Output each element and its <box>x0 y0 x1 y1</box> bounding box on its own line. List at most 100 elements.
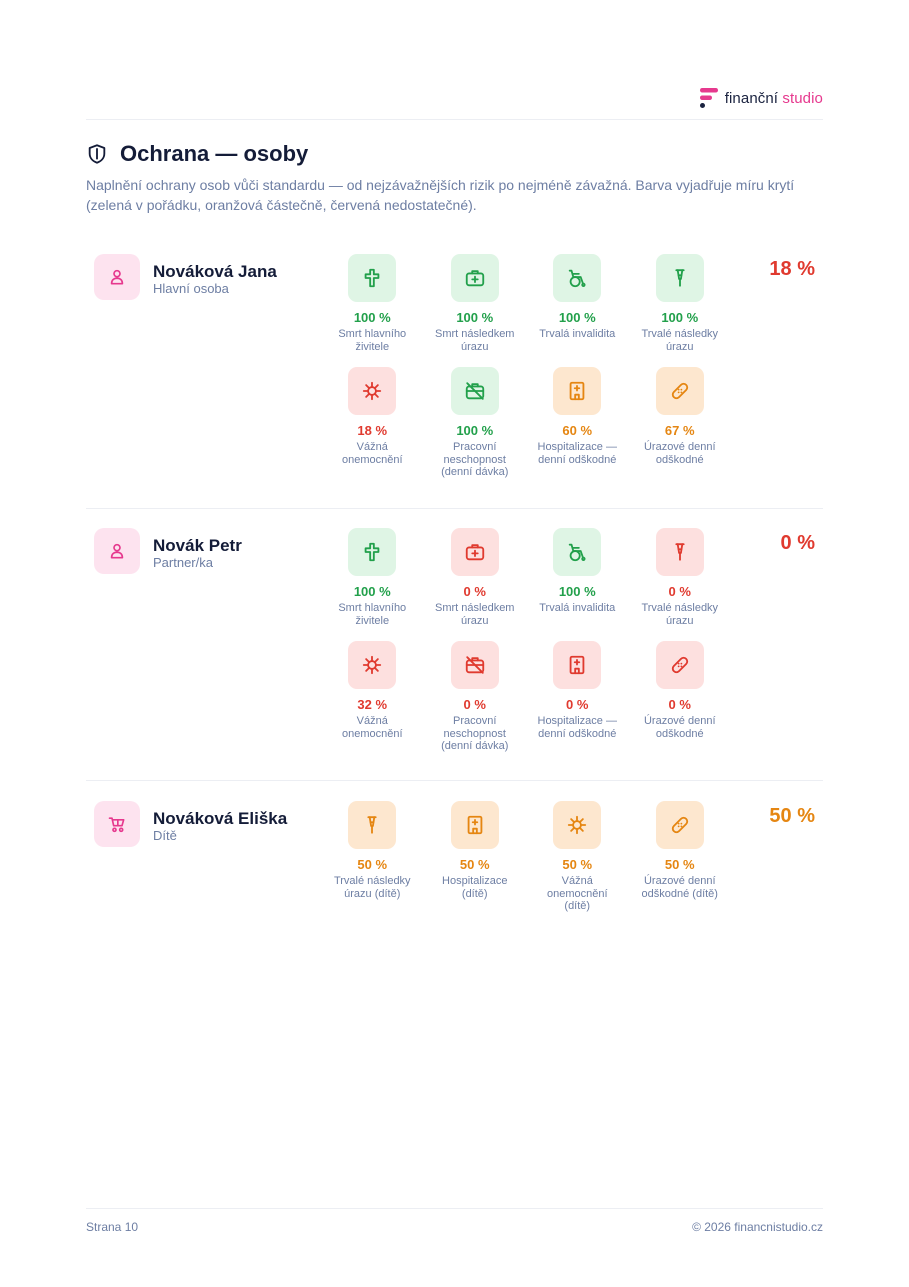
coverage-item: 100 % Smrt hlavního živitele <box>321 254 424 353</box>
person-card: Novák Petr Partner/ka 0 % 100 % Smrt hlavníh… <box>86 528 823 781</box>
bandage-icon <box>655 801 704 849</box>
person-role: Dítě <box>153 828 177 843</box>
coverage-label: Trvalá invalidita <box>539 328 616 340</box>
coverage-item: 0 % Trvalé následky úrazu <box>629 528 732 627</box>
coverage-label: Pracovní neschopnost (denní dávka) <box>441 715 509 752</box>
first-aid-kit-icon <box>450 254 499 302</box>
coverage-label: Úrazové denní odškodné <box>643 715 716 740</box>
coverage-grid: 50 % Trvalé následky úrazu (dítě) 50 % Hosp… <box>321 801 731 913</box>
coverage-label: Smrt následkem úrazu <box>435 602 515 627</box>
hospital-icon <box>450 801 499 849</box>
coverage-percent: 0 % <box>668 584 691 599</box>
coverage-percent: 0 % <box>463 584 486 599</box>
virus-icon <box>348 367 397 415</box>
hospital-icon <box>553 641 602 689</box>
coverage-label: Hospitalizace — denní odškodné <box>537 715 617 740</box>
coverage-item: 100 % Smrt hlavního živitele <box>321 528 424 627</box>
page-subtitle: Naplnění ochrany osob vůči standardu — o… <box>86 177 795 213</box>
coverage-grid: 100 % Smrt hlavního živitele 0 % Smrt násle… <box>321 528 731 753</box>
crutch-icon <box>655 254 704 302</box>
coverage-item: 0 % Úrazové denní odškodné <box>629 641 732 753</box>
coverage-label: Trvalá invalidita <box>539 602 616 614</box>
coverage-item: 50 % Hospitalizace (dítě) <box>424 801 527 913</box>
section-title-row: Ochrana — osoby <box>86 141 308 167</box>
coverage-grid: 100 % Smrt hlavního živitele 100 % Smrt nás… <box>321 254 731 479</box>
person-name: Nováková Eliška <box>153 809 288 828</box>
crutch-icon <box>655 528 704 576</box>
brand-logo-icon <box>699 88 718 108</box>
coverage-label: Vážná onemocnění (dítě) <box>546 875 608 912</box>
brand-logo: finanční studio <box>699 87 823 109</box>
coverage-item: 50 % Vážná onemocnění (dítě) <box>526 801 629 913</box>
person-total-coverage: 50 % <box>769 805 815 827</box>
coverage-label: Vážná onemocnění <box>341 441 403 466</box>
first-aid-kit-icon <box>450 528 499 576</box>
coverage-item: 0 % Pracovní neschopnost (denní dávka) <box>424 641 527 753</box>
person-icon <box>94 254 140 300</box>
coverage-item: 60 % Hospitalizace — denní odškodné <box>526 367 629 479</box>
person-total-coverage: 0 % <box>780 532 815 554</box>
coverage-label: Hospitalizace — denní odškodné <box>537 441 617 466</box>
coverage-item: 100 % Trvalá invalidita <box>526 254 629 353</box>
bandage-icon <box>655 367 704 415</box>
coverage-percent: 50 % <box>357 857 388 872</box>
coverage-item: 50 % Trvalé následky úrazu (dítě) <box>321 801 424 913</box>
coverage-label: Trvalé následky úrazu (dítě) <box>333 875 411 900</box>
coverage-label: Smrt hlavního živitele <box>338 602 407 627</box>
coverage-percent: 67 % <box>664 423 695 438</box>
coverage-label: Trvalé následky úrazu <box>641 602 719 627</box>
stroller-icon <box>94 801 140 847</box>
crutch-icon <box>348 801 397 849</box>
coverage-percent: 0 % <box>566 697 589 712</box>
person-name: Novák Petr <box>153 536 242 555</box>
coverage-percent: 50 % <box>664 857 695 872</box>
coverage-percent: 100 % <box>353 584 391 599</box>
brand-name: finanční studio <box>724 89 823 107</box>
bandage-icon <box>655 641 704 689</box>
coverage-percent: 100 % <box>661 310 699 325</box>
coverage-item: 32 % Vážná onemocnění <box>321 641 424 753</box>
virus-icon <box>553 801 602 849</box>
page-footer: Strana 10 © 2026 financnistudio.cz <box>86 1208 823 1234</box>
coverage-percent: 32 % <box>357 697 388 712</box>
coverage-percent: 60 % <box>562 423 593 438</box>
coverage-label: Trvalé následky úrazu <box>641 328 719 353</box>
person-icon <box>94 528 140 574</box>
coverage-item: 0 % Hospitalizace — denní odškodné <box>526 641 629 753</box>
coverage-item: 100 % Smrt následkem úrazu <box>424 254 527 353</box>
coverage-percent: 0 % <box>463 697 486 712</box>
coverage-item: 100 % Pracovní neschopnost (denní dávka) <box>424 367 527 479</box>
briefcase-off-icon <box>450 367 499 415</box>
coverage-label: Úrazové denní odškodné <box>643 441 716 466</box>
coverage-percent: 100 % <box>456 423 494 438</box>
wheelchair-icon <box>553 528 602 576</box>
page-title: Ochrana — osoby <box>120 141 309 166</box>
person-role: Hlavní osoba <box>153 281 229 296</box>
person-name: Nováková Jana <box>153 262 277 281</box>
person-total-coverage: 18 % <box>769 258 815 280</box>
cross-icon <box>348 254 397 302</box>
virus-icon <box>348 641 397 689</box>
coverage-label: Smrt hlavního živitele <box>338 328 407 353</box>
coverage-label: Vážná onemocnění <box>341 715 403 740</box>
person-role: Partner/ka <box>153 555 213 570</box>
cross-icon <box>348 528 397 576</box>
coverage-label: Pracovní neschopnost (denní dávka) <box>441 441 509 478</box>
coverage-percent: 0 % <box>668 697 691 712</box>
person-card: Nováková Jana Hlavní osoba 18 % 100 % Smrt h… <box>86 254 823 509</box>
coverage-label: Úrazové denní odškodné (dítě) <box>641 875 718 900</box>
coverage-item: 100 % Trvalá invalidita <box>526 528 629 627</box>
coverage-label: Smrt následkem úrazu <box>435 328 515 353</box>
coverage-item: 100 % Trvalé následky úrazu <box>629 254 732 353</box>
coverage-item: 18 % Vážná onemocnění <box>321 367 424 479</box>
page-header: finanční studio <box>86 86 823 120</box>
coverage-percent: 18 % <box>357 423 388 438</box>
coverage-percent: 100 % <box>456 310 494 325</box>
coverage-percent: 100 % <box>353 310 391 325</box>
hospital-icon <box>553 367 602 415</box>
coverage-percent: 50 % <box>562 857 593 872</box>
coverage-percent: 100 % <box>558 584 596 599</box>
coverage-label: Hospitalizace (dítě) <box>442 875 508 900</box>
coverage-item: 67 % Úrazové denní odškodné <box>629 367 732 479</box>
briefcase-off-icon <box>450 641 499 689</box>
